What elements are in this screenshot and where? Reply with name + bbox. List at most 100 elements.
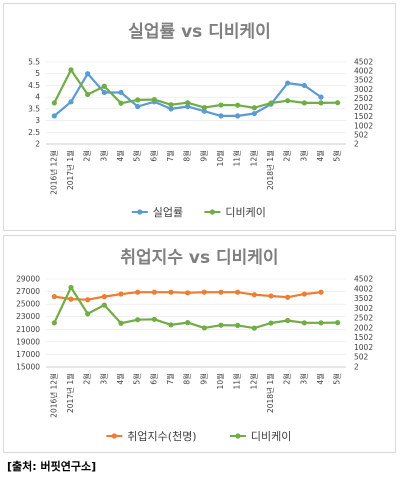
- left-axis-tick-label: 25000: [16, 300, 40, 309]
- data-point-2: [201, 104, 207, 111]
- data-point-1: [51, 113, 57, 119]
- data-point-1: [135, 289, 141, 295]
- right-axis-tick-label: 3002: [354, 304, 373, 313]
- series-line-1: [53, 72, 322, 118]
- data-point-1: [68, 99, 74, 105]
- left-axis-tick-label: 21000: [16, 325, 40, 334]
- category-label: 5월: [132, 373, 142, 385]
- data-point-1: [185, 103, 191, 110]
- category-label: 2017년 1월: [65, 150, 75, 190]
- category-label: 2017년 1월: [65, 373, 75, 413]
- data-point-2: [235, 102, 241, 108]
- legend-label: 디비케이: [225, 206, 265, 219]
- right-axis-tick-label: 502: [354, 130, 369, 139]
- right-axis-tick-label: 4502: [354, 58, 373, 67]
- data-point-2: [151, 316, 157, 322]
- legend-swatch-marker: [209, 209, 215, 215]
- chart-unemployment-vs-dbk: 실업률 vs 디비케이22.533.544.555.52502100215022…: [28, 22, 373, 219]
- right-axis-tick-label: 1002: [354, 121, 373, 130]
- right-axis-tick-label: 3502: [354, 76, 373, 85]
- legend-label: 실업률: [153, 206, 183, 219]
- right-axis-tick-label: 1502: [354, 112, 373, 121]
- data-point-1: [318, 289, 324, 295]
- data-point-2: [251, 325, 257, 331]
- series-line-2: [53, 68, 338, 109]
- source-caption: [출처: 버핏연구소]: [7, 460, 97, 473]
- category-label: 7월: [165, 150, 175, 162]
- category-label: 2월: [282, 150, 292, 162]
- data-point-2: [201, 325, 207, 331]
- left-axis-tick-label: 5: [35, 69, 40, 78]
- right-axis-tick-label: 3002: [354, 85, 373, 94]
- left-axis-tick-label: 17000: [16, 350, 40, 359]
- data-point-2: [285, 98, 291, 104]
- data-point-2: [118, 100, 124, 106]
- data-point-1: [151, 289, 157, 295]
- data-point-2: [168, 322, 174, 328]
- category-label: 2016년 12월: [48, 373, 58, 418]
- category-label: 9월: [198, 150, 208, 162]
- data-point-1: [235, 113, 241, 119]
- chart-panel-unemployment: 실업률 vs 디비케이 2 2.5 3 3.5 4 4.5 5 5.5 2 502 1002 1502 2…: [3, 3, 396, 231]
- category-label: 11월: [232, 373, 242, 390]
- category-label: 12월: [248, 150, 258, 167]
- data-point-1: [68, 296, 74, 302]
- data-point-1: [118, 291, 124, 297]
- category-label: 6월: [148, 150, 158, 162]
- category-label: 10월: [215, 150, 225, 167]
- data-point-1: [285, 294, 291, 300]
- data-point-1: [201, 289, 207, 295]
- right-axis-tick-label: 2: [354, 140, 359, 149]
- category-label: 3월: [298, 373, 308, 385]
- category-label: 4월: [115, 373, 125, 385]
- data-point-1: [235, 289, 241, 295]
- right-axis-tick-label: 2002: [354, 323, 373, 332]
- data-point-1: [85, 71, 91, 77]
- right-axis-tick-label: 4002: [354, 67, 373, 76]
- category-label: 3월: [98, 150, 108, 162]
- left-axis-tick-label: 15000: [16, 363, 40, 372]
- category-label: 9월: [198, 373, 208, 385]
- data-point-1: [185, 290, 191, 296]
- category-label: 8월: [182, 150, 192, 162]
- data-point-2: [335, 320, 341, 326]
- left-axis-tick-label: 5.5: [28, 58, 40, 67]
- category-label: 3월: [298, 150, 308, 162]
- data-point-2: [285, 317, 291, 324]
- data-point-2: [185, 320, 191, 326]
- left-axis-tick-label: 27000: [16, 287, 40, 296]
- right-axis-tick-label: 1502: [354, 333, 373, 342]
- left-axis-tick-label: 19000: [16, 337, 40, 346]
- category-label: 11월: [232, 150, 242, 167]
- legend-label: 취업지수(천명): [127, 429, 196, 443]
- category-label: 2016년 12월: [48, 150, 58, 195]
- right-axis-tick-label: 3502: [354, 294, 373, 303]
- data-point-1: [201, 108, 207, 114]
- category-label: 2월: [282, 373, 292, 385]
- right-axis-tick-label: 502: [354, 353, 369, 362]
- category-label: 2월: [82, 150, 92, 162]
- chart-panel-employment: 취업지수 vs 디비케이 15000 17000 19000 21000 23000 250…: [3, 235, 396, 453]
- data-point-2: [268, 100, 274, 106]
- data-point-1: [168, 289, 174, 295]
- category-label: 8월: [182, 373, 192, 385]
- data-point-2: [235, 322, 241, 328]
- data-point-2: [135, 317, 141, 323]
- category-label: 2월: [82, 373, 92, 385]
- data-point-2: [318, 100, 324, 106]
- data-point-2: [268, 320, 274, 326]
- right-axis-tick-label: 4002: [354, 284, 373, 293]
- data-point-2: [301, 320, 307, 326]
- right-axis-tick-label: 4502: [354, 275, 373, 284]
- data-point-2: [301, 100, 307, 106]
- right-axis-tick-label: 2502: [354, 94, 373, 103]
- left-axis-tick-label: 2.5: [28, 128, 40, 137]
- left-axis-tick-label: 23000: [16, 312, 40, 321]
- data-point-1: [301, 291, 307, 297]
- category-label: 2018년 1월: [265, 373, 275, 413]
- category-label: 5월: [132, 150, 142, 162]
- data-point-1: [118, 89, 124, 96]
- data-point-1: [251, 110, 257, 117]
- left-axis-tick-label: 29000: [16, 275, 40, 284]
- left-axis-tick-label: 4.5: [28, 81, 40, 90]
